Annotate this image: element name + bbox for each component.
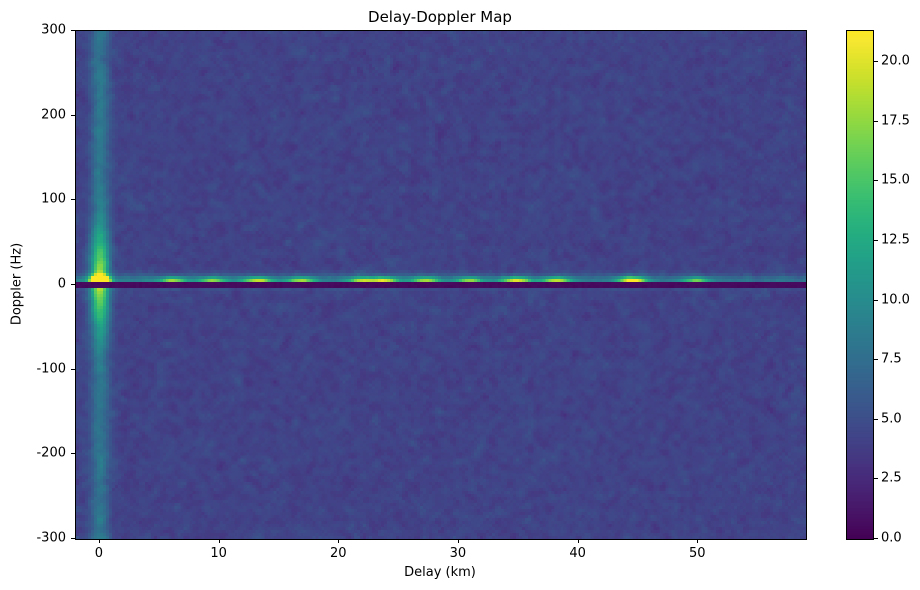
heatmap-axes <box>75 30 807 540</box>
x-tick-label: 10 <box>210 546 227 561</box>
colorbar-tick-mark <box>874 239 878 241</box>
colorbar-tick-mark <box>874 299 878 301</box>
y-tick-label: 100 <box>41 191 66 207</box>
y-tick-mark <box>71 284 75 285</box>
x-tick-label: 20 <box>329 546 347 561</box>
y-tick-mark <box>71 30 75 31</box>
colorbar-tick-label: 7.5 <box>881 351 902 367</box>
y-tick-mark <box>71 538 75 539</box>
y-tick-mark <box>71 114 75 116</box>
y-tick-mark <box>71 453 75 455</box>
colorbar-tick-label: 5.0 <box>881 411 902 427</box>
colorbar-tick-label: 17.5 <box>881 113 910 129</box>
x-tick-mark <box>98 539 100 543</box>
colorbar-tick-mark <box>874 478 878 480</box>
colorbar-tick-label: 12.5 <box>881 232 910 248</box>
delay-doppler-heatmap <box>76 31 806 539</box>
x-tick-mark <box>577 539 579 543</box>
y-tick-mark <box>71 199 75 201</box>
colorbar-tick-label: 10.0 <box>881 292 910 307</box>
x-tick-label: 30 <box>449 546 467 561</box>
colorbar-tick-label: 0.0 <box>881 530 902 546</box>
x-axis-label: Delay (km) <box>404 565 476 580</box>
y-tick-mark <box>71 368 75 370</box>
colorbar-tick-label: 2.5 <box>881 470 902 486</box>
y-tick-label: 300 <box>41 22 66 38</box>
x-tick-mark <box>338 539 340 543</box>
colorbar-gradient <box>847 31 873 539</box>
y-tick-label: -200 <box>36 445 66 461</box>
page-title: Delay-Doppler Map <box>368 8 512 26</box>
colorbar-tick-label: 15.0 <box>881 172 910 188</box>
y-tick-label: 200 <box>41 107 66 123</box>
x-tick-mark <box>457 539 459 543</box>
x-tick-mark <box>218 539 220 543</box>
colorbar-tick-mark <box>874 180 878 182</box>
y-tick-label: -100 <box>36 361 66 377</box>
colorbar-tick-mark <box>874 538 878 539</box>
y-tick-label: -300 <box>36 530 66 546</box>
colorbar <box>846 30 874 540</box>
colorbar-tick-label: 20.0 <box>881 53 910 69</box>
x-tick-label: 40 <box>569 546 586 561</box>
x-tick-label: 50 <box>689 546 706 561</box>
x-tick-mark <box>697 539 699 543</box>
x-tick-label: 0 <box>94 546 104 561</box>
y-axis-label: Doppler (Hz) <box>9 242 25 326</box>
y-tick-label: 0 <box>57 276 66 292</box>
colorbar-tick-mark <box>874 418 878 420</box>
colorbar-tick-mark <box>874 359 878 361</box>
colorbar-tick-mark <box>874 120 878 122</box>
colorbar-tick-mark <box>874 61 878 62</box>
